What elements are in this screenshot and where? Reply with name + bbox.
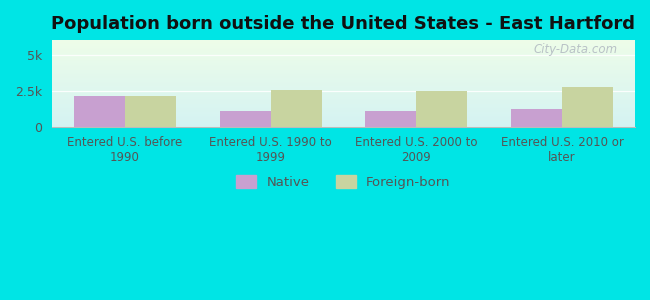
Bar xyxy=(52,125,635,126)
Bar xyxy=(52,66,635,67)
Bar xyxy=(52,91,635,92)
Bar xyxy=(52,87,635,88)
Bar xyxy=(52,68,635,69)
Bar xyxy=(52,86,635,87)
Bar xyxy=(52,76,635,77)
Bar xyxy=(52,98,635,99)
Bar xyxy=(52,104,635,105)
Bar xyxy=(52,79,635,80)
Bar xyxy=(52,46,635,47)
Bar xyxy=(52,53,635,54)
Bar xyxy=(52,114,635,115)
Bar xyxy=(52,124,635,125)
Bar xyxy=(52,117,635,118)
Bar xyxy=(52,93,635,94)
Bar xyxy=(52,101,635,102)
Bar xyxy=(52,99,635,100)
Bar xyxy=(416,91,467,127)
Bar xyxy=(52,70,635,71)
Bar xyxy=(52,52,635,53)
Bar xyxy=(52,62,635,63)
Bar xyxy=(52,54,635,55)
Bar xyxy=(52,42,635,43)
Bar xyxy=(52,108,635,109)
Bar xyxy=(52,74,635,75)
Bar xyxy=(511,109,562,127)
Bar xyxy=(52,59,635,60)
Bar xyxy=(52,75,635,76)
Bar xyxy=(52,84,635,85)
Bar xyxy=(52,47,635,48)
Title: Population born outside the United States - East Hartford: Population born outside the United State… xyxy=(51,15,636,33)
Bar xyxy=(52,48,635,49)
Bar xyxy=(220,112,270,127)
Bar xyxy=(52,103,635,104)
Bar xyxy=(52,94,635,95)
Bar xyxy=(52,95,635,96)
Bar xyxy=(52,77,635,78)
Bar xyxy=(52,109,635,110)
Bar xyxy=(52,65,635,66)
Bar xyxy=(52,126,635,127)
Bar xyxy=(52,106,635,107)
Bar xyxy=(52,44,635,45)
Bar xyxy=(52,121,635,122)
Bar xyxy=(52,107,635,108)
Bar xyxy=(52,111,635,112)
Bar xyxy=(52,49,635,50)
Bar xyxy=(52,57,635,58)
Bar xyxy=(52,113,635,114)
Bar xyxy=(365,111,416,127)
Bar xyxy=(52,96,635,97)
Bar xyxy=(52,83,635,84)
Bar xyxy=(52,50,635,51)
Bar xyxy=(52,89,635,90)
Bar xyxy=(52,40,635,41)
Bar xyxy=(52,61,635,62)
Bar xyxy=(52,69,635,70)
Bar xyxy=(52,56,635,57)
Bar xyxy=(52,64,635,65)
Bar xyxy=(52,82,635,83)
Bar xyxy=(52,78,635,79)
Bar xyxy=(73,96,125,127)
Bar xyxy=(52,90,635,91)
Text: City-Data.com: City-Data.com xyxy=(534,43,618,56)
Bar xyxy=(52,112,635,113)
Bar xyxy=(270,90,322,127)
Bar xyxy=(52,100,635,101)
Bar xyxy=(52,105,635,106)
Bar xyxy=(125,96,176,127)
Bar xyxy=(52,71,635,72)
Legend: Native, Foreign-born: Native, Foreign-born xyxy=(231,169,456,194)
Bar xyxy=(52,115,635,116)
Bar xyxy=(52,72,635,73)
Bar xyxy=(52,97,635,98)
Bar xyxy=(52,92,635,93)
Bar xyxy=(52,118,635,119)
Bar xyxy=(52,55,635,56)
Bar xyxy=(52,102,635,103)
Bar xyxy=(52,116,635,117)
Bar xyxy=(52,123,635,124)
Bar xyxy=(52,80,635,81)
Bar xyxy=(52,60,635,61)
Bar xyxy=(52,122,635,123)
Bar xyxy=(52,85,635,86)
Bar xyxy=(52,63,635,64)
Bar xyxy=(52,58,635,59)
Bar xyxy=(52,51,635,52)
Bar xyxy=(52,41,635,42)
Bar xyxy=(52,119,635,120)
Bar xyxy=(562,87,613,127)
Bar xyxy=(52,67,635,68)
Bar xyxy=(52,120,635,121)
Bar xyxy=(52,88,635,89)
Bar xyxy=(52,81,635,82)
Bar xyxy=(52,45,635,46)
Bar xyxy=(52,110,635,111)
